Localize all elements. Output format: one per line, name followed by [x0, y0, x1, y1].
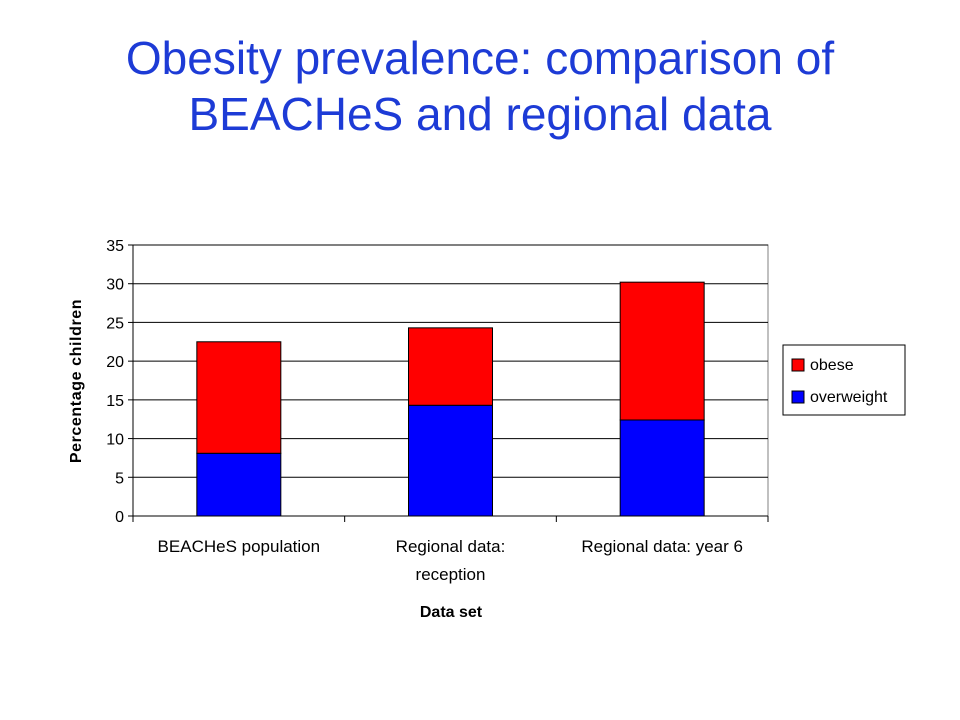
- y-tick-label: 5: [115, 470, 124, 487]
- legend-label-overweight: overweight: [810, 389, 888, 406]
- y-tick-label: 30: [106, 277, 124, 294]
- y-axis-title: Percentage children: [68, 299, 85, 463]
- bar-obese: [196, 341, 282, 454]
- title-line-1: Obesity prevalence: comparison of: [125, 32, 835, 84]
- x-tick-label: Regional data: year 6: [581, 537, 743, 556]
- x-tick-label: Regional data:: [396, 537, 506, 556]
- bar-obese: [408, 327, 493, 406]
- bar-overweight: [408, 404, 493, 517]
- x-tick-label: BEACHeS population: [158, 537, 321, 556]
- y-tick-label: 0: [115, 509, 124, 526]
- y-tick-label: 25: [106, 315, 124, 332]
- title-line-2: BEACHeS and regional data: [188, 88, 772, 140]
- y-tick-label: 15: [106, 393, 124, 410]
- y-tick-label: 20: [106, 354, 124, 371]
- legend-swatch-obese: [791, 358, 805, 372]
- x-axis-title: Data set: [420, 604, 483, 621]
- bar-overweight: [619, 419, 705, 517]
- y-tick-label: 10: [106, 432, 124, 449]
- legend-swatch-overweight: [791, 390, 805, 404]
- y-tick-label: 35: [106, 238, 124, 255]
- bar-overweight: [196, 452, 282, 517]
- bar-obese: [619, 281, 705, 421]
- slide-title: Obesity prevalence: comparison of BEACHe…: [0, 30, 960, 142]
- legend-label-obese: obese: [810, 357, 854, 374]
- x-tick-label: reception: [416, 565, 486, 584]
